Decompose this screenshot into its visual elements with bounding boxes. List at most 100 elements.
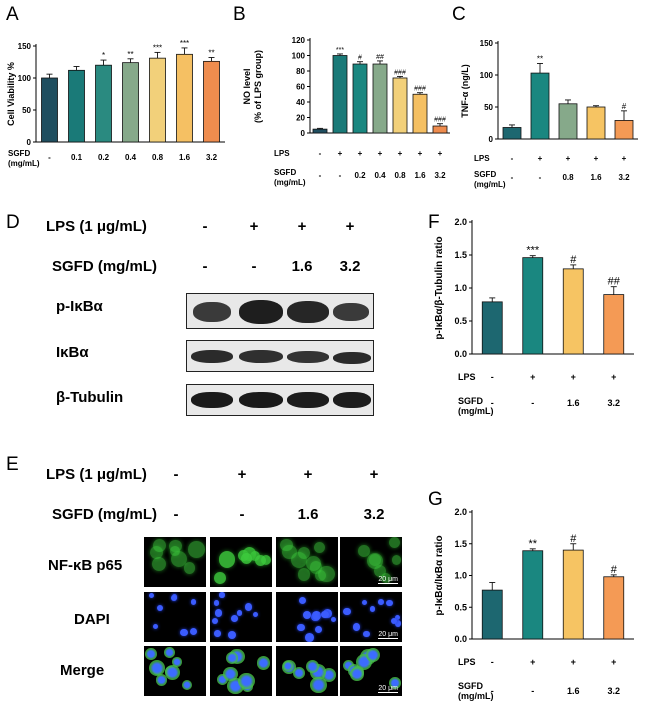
panel-letter-d: D xyxy=(6,212,20,233)
cell-blob xyxy=(312,610,321,620)
cell-blob xyxy=(213,600,220,606)
cell-blob xyxy=(297,546,311,560)
condition-value: - xyxy=(531,398,534,408)
condition-label: SGFD xyxy=(8,149,30,158)
chart-b-no-level: 0 20 40 60 80 100 120 NO level (% of LPS group) *… xyxy=(242,36,450,187)
cell-blob xyxy=(255,555,267,567)
bar xyxy=(203,60,220,143)
blot-row-label: β-Tubulin xyxy=(56,389,124,406)
significance-mark: ## xyxy=(376,54,384,61)
condition-value: 3.2 xyxy=(618,173,630,182)
condition-value: 1.6 xyxy=(179,153,191,162)
cell-blob xyxy=(145,648,158,660)
y-axis-label: TNF-α (ng/L) xyxy=(460,64,470,118)
cell-blob xyxy=(179,628,188,637)
bar xyxy=(562,549,584,640)
condition-value: 3.2 xyxy=(434,171,446,180)
condition-value: - xyxy=(511,154,514,163)
cell-blob xyxy=(170,546,180,557)
cell-blob xyxy=(280,538,294,552)
cell-blob xyxy=(358,545,370,557)
cell-blob xyxy=(171,594,178,601)
y-tick-label: 100 xyxy=(292,52,306,61)
significance-mark: *** xyxy=(336,47,344,54)
condition-value: 0.2 xyxy=(98,153,110,162)
cell-blob xyxy=(237,610,243,616)
micro-row-label: NF-κB p65 xyxy=(48,557,123,574)
y-tick-label: 1.5 xyxy=(454,539,467,549)
cell-blob xyxy=(214,630,221,637)
bar xyxy=(603,294,625,355)
blot-sgfd-val: 1.6 xyxy=(291,258,313,275)
panel-letter-c: C xyxy=(452,4,466,25)
condition-value: 0.8 xyxy=(394,171,406,180)
blot-sgfd-val: - xyxy=(202,258,208,275)
chart-f-ratio: 0.0 0.5 1.0 1.5 2.0 p-IκBα/β-Tubulin ratio ***… xyxy=(434,217,634,416)
condition-value: + xyxy=(438,149,443,158)
cell-blob xyxy=(216,674,228,686)
significance-mark: *** xyxy=(526,245,540,257)
chart-g-ratio: 0.0 0.5 1.0 1.5 2.0 p-IκBα/IκBα ratio ** # # - + + +… xyxy=(434,507,634,701)
blot-lps-label: LPS (1 μg/mL) xyxy=(46,218,147,235)
y-tick-label: 150 xyxy=(480,39,494,48)
blot-sgfd-val: 3.2 xyxy=(339,258,361,275)
cell-blob xyxy=(391,555,402,566)
cell-blob xyxy=(253,612,259,618)
condition-value: + xyxy=(594,154,599,163)
cell-blob xyxy=(219,592,225,598)
cell-blob xyxy=(256,656,271,670)
cell-blob xyxy=(389,677,401,689)
cell-blob xyxy=(342,607,351,616)
blot-strip-p-ikba xyxy=(186,293,374,329)
condition-label: (mg/mL) xyxy=(458,406,494,416)
cell-blob xyxy=(228,631,237,640)
y-tick-label: 1.5 xyxy=(454,250,467,260)
micro-sgfd-val: 1.6 xyxy=(297,506,319,523)
cell-blob xyxy=(151,556,166,572)
condition-label: LPS xyxy=(474,154,490,163)
cell-blob xyxy=(381,572,392,583)
bar xyxy=(558,103,578,140)
cell-blob xyxy=(317,565,335,583)
significance-mark: ### xyxy=(434,117,446,124)
condition-value: - xyxy=(511,173,514,182)
cell-blob xyxy=(394,615,400,621)
blot-row-label: p-IκBα xyxy=(56,298,103,315)
micro-image-tile: 20 μm xyxy=(340,646,402,696)
cell-blob xyxy=(321,610,329,619)
cell-blob xyxy=(148,592,154,599)
cell-blob xyxy=(230,615,238,623)
condition-value: + xyxy=(622,154,627,163)
cell-blob xyxy=(352,623,361,631)
y-tick-label: 1.0 xyxy=(454,283,467,293)
cell-blob xyxy=(165,665,181,681)
cell-blob xyxy=(163,647,175,659)
condition-value: + xyxy=(611,372,616,382)
y-tick-label: 60 xyxy=(296,83,305,92)
bar xyxy=(149,57,166,143)
micro-image-tile: 20 μm xyxy=(340,537,402,587)
condition-label: LPS xyxy=(458,372,476,382)
cell-blob xyxy=(152,538,166,552)
bar xyxy=(530,72,550,140)
y-tick-label: 0.0 xyxy=(454,349,467,359)
condition-value: + xyxy=(530,372,535,382)
panel-letter-g: G xyxy=(428,489,443,510)
significance-mark: ### xyxy=(394,69,406,76)
cell-blob xyxy=(303,610,312,619)
bar xyxy=(176,53,193,143)
y-tick-label: 0.0 xyxy=(454,634,467,644)
cell-blob xyxy=(394,620,402,628)
bar xyxy=(312,128,328,134)
condition-label: SGFD xyxy=(458,681,484,691)
cell-blob xyxy=(367,552,383,569)
panel-letter-f: F xyxy=(428,212,440,233)
condition-value: 0.8 xyxy=(152,153,164,162)
micro-lps-val: + xyxy=(237,466,247,483)
blot-row-label: IκBα xyxy=(56,344,89,361)
significance-mark: ### xyxy=(414,86,426,93)
condition-value: 3.2 xyxy=(607,398,620,408)
condition-value: - xyxy=(539,173,542,182)
blot-lps-val: + xyxy=(297,218,307,235)
condition-label: (mg/mL) xyxy=(274,178,306,187)
